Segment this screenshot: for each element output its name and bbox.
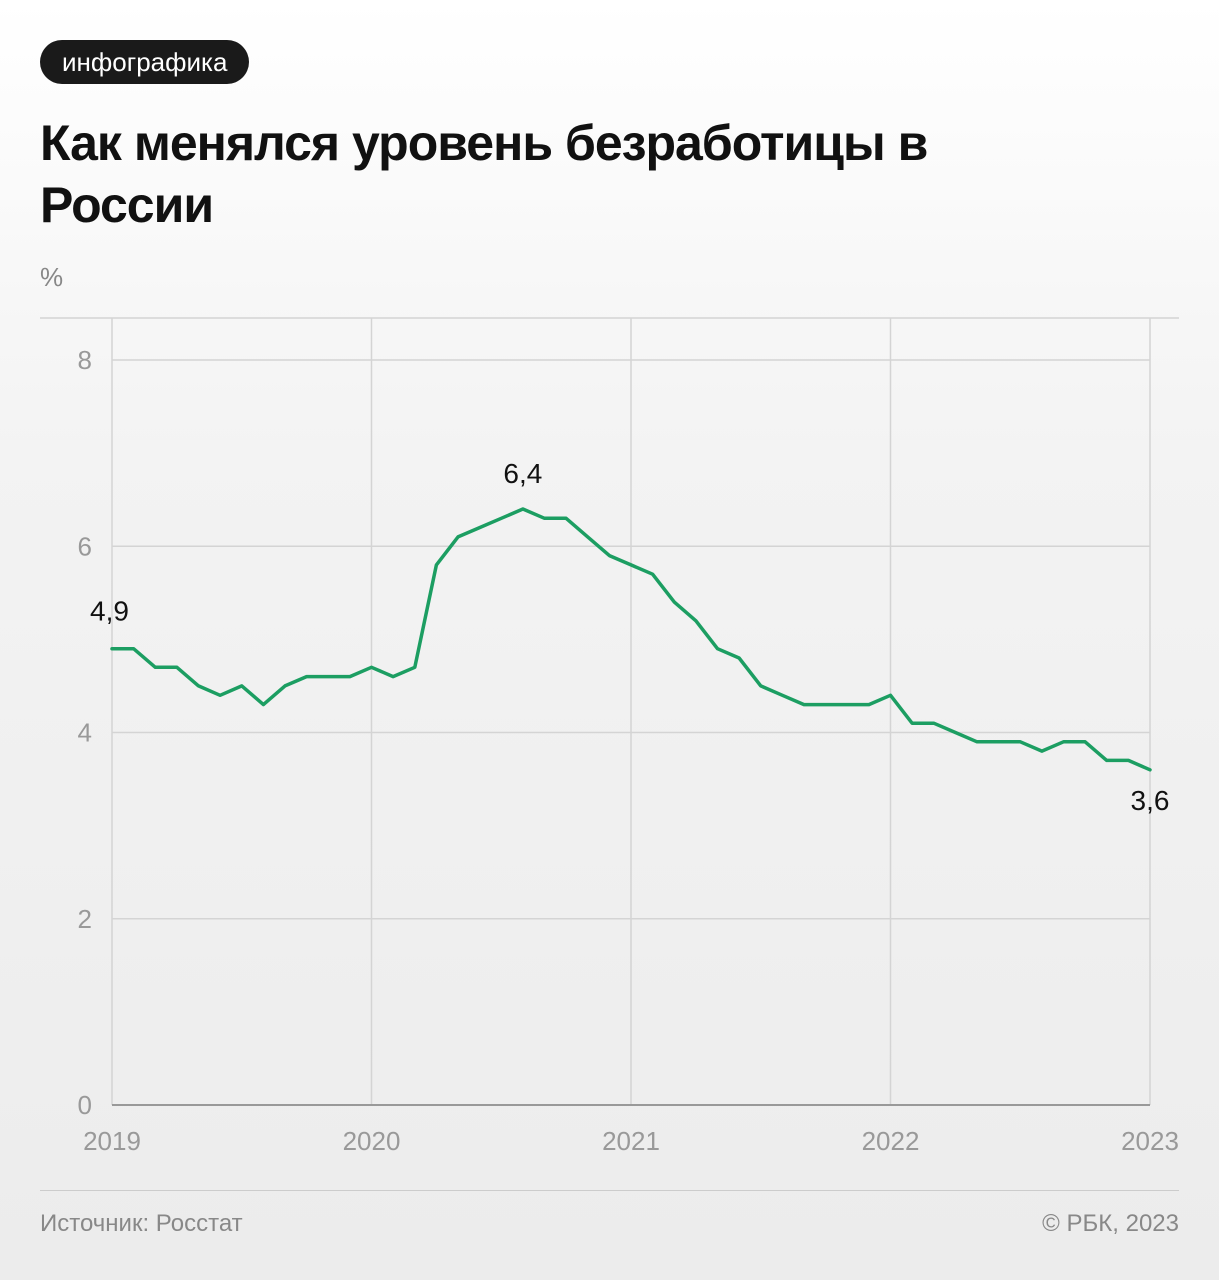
x-tick-label: 2023: [1121, 1126, 1179, 1156]
data-point-label: 4,9: [90, 596, 129, 627]
y-unit-label: %: [40, 262, 64, 292]
x-tick-label: 2019: [83, 1126, 141, 1156]
y-tick-label: 6: [78, 531, 92, 561]
footer-divider: [40, 1190, 1179, 1191]
grid-layer: [40, 317, 1179, 1106]
unemployment-series-line: [110, 507, 1152, 772]
chart-title: Как менялся уровень безработицы в России: [40, 115, 928, 233]
label-layer: 4,9 6,4 3,6: [90, 458, 1169, 816]
infographic-badge: инфографика: [40, 40, 250, 84]
copyright-note: © РБК, 2023: [1042, 1210, 1179, 1237]
data-point-label: 6,4: [503, 458, 542, 489]
line-layer: [110, 507, 1152, 772]
tick-layer: 0 2 4 6 8 2019 2020 2021 2022 2023: [78, 345, 1179, 1156]
y-tick-label: 8: [78, 345, 92, 375]
y-tick-label: 0: [78, 1090, 92, 1120]
source-note: Источник: Росстат: [40, 1210, 243, 1237]
unemployment-line-chart: 0 2 4 6 8 2019 2020 2021 2022 2023 4,9 6,4 3,6: [40, 317, 1179, 1156]
data-point-label: 3,6: [1131, 785, 1170, 816]
x-tick-label: 2021: [602, 1126, 660, 1156]
y-tick-label: 2: [78, 904, 92, 934]
y-tick-label: 4: [78, 718, 92, 748]
x-tick-label: 2020: [343, 1126, 401, 1156]
x-tick-label: 2022: [862, 1126, 920, 1156]
